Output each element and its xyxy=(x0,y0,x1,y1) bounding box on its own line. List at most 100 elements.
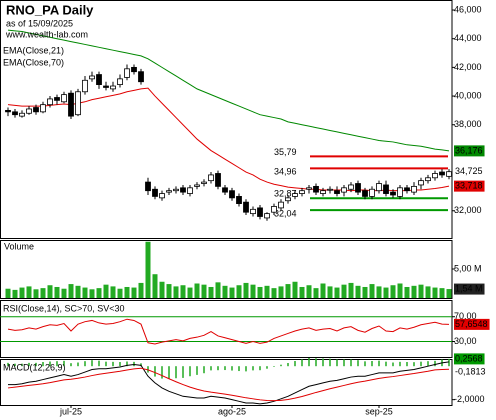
volume-bar xyxy=(404,286,410,298)
pane-frame xyxy=(0,300,453,358)
last-value-box xyxy=(454,145,485,157)
candle-body xyxy=(390,191,396,196)
volume-bar xyxy=(54,286,60,298)
histogram-bar xyxy=(203,366,205,374)
level-label: 34,96 xyxy=(274,167,297,177)
ema-line xyxy=(7,29,450,152)
histogram-bar xyxy=(287,363,289,367)
histogram-bar xyxy=(112,361,114,367)
volume-bar xyxy=(89,289,95,298)
candle-body xyxy=(103,85,109,88)
volume-bar xyxy=(47,285,53,298)
histogram-bar xyxy=(154,366,156,377)
candle-body xyxy=(40,104,46,113)
candle-body xyxy=(404,187,410,192)
volume-bar xyxy=(446,289,452,298)
volume-bar xyxy=(33,289,39,298)
candle-body xyxy=(19,112,25,117)
histogram-bar xyxy=(336,359,338,367)
volume-bar xyxy=(208,286,214,298)
last-value-box xyxy=(454,283,485,295)
volume-bar xyxy=(362,286,368,298)
candle-body xyxy=(33,107,39,113)
volume-bar xyxy=(320,283,326,298)
candle-body xyxy=(180,187,186,193)
y-tick-label: 44,000 xyxy=(454,33,482,43)
histogram-bar xyxy=(231,366,233,371)
volume-bar xyxy=(313,288,319,298)
volume-bar xyxy=(229,287,235,298)
candle-body xyxy=(292,193,298,197)
histogram-bar xyxy=(266,366,268,369)
histogram-bar xyxy=(63,360,65,367)
candle-body xyxy=(82,79,88,93)
candle-body xyxy=(250,208,256,215)
macd-line xyxy=(8,361,450,405)
candle-body xyxy=(334,190,340,194)
volume-bar xyxy=(26,286,32,298)
candle-body xyxy=(75,91,81,116)
candle-body xyxy=(285,197,291,202)
candle-body xyxy=(159,193,165,199)
chart-title: RNO_PA Daily xyxy=(6,2,94,17)
candle-body xyxy=(201,181,207,184)
histogram-bar xyxy=(273,366,275,367)
candle-body xyxy=(110,85,116,90)
volume-bar xyxy=(243,282,249,298)
y-tick-label: 46,000 xyxy=(454,4,482,14)
candle-body xyxy=(257,207,263,217)
histogram-bar xyxy=(322,358,324,367)
candle-body xyxy=(264,213,270,219)
histogram-bar xyxy=(259,366,261,371)
histogram-bar xyxy=(105,361,107,367)
volume-bar xyxy=(432,287,438,298)
histogram-bar xyxy=(294,361,296,367)
candle-body xyxy=(12,111,18,116)
x-tick-label: sep-25 xyxy=(365,406,393,416)
histogram-bar xyxy=(427,361,429,367)
candle-body xyxy=(299,190,305,194)
volume-bar xyxy=(369,284,375,298)
histogram-bar xyxy=(245,366,247,372)
histogram-bar xyxy=(392,362,394,367)
rsi-line xyxy=(7,318,450,345)
macd-line xyxy=(7,367,450,402)
histogram-bar xyxy=(448,358,450,367)
histogram-bar xyxy=(7,362,9,367)
candle-body xyxy=(89,75,95,80)
candle-body xyxy=(236,196,242,204)
histogram-bar xyxy=(406,362,408,367)
candle-body xyxy=(131,66,137,73)
histogram-bar xyxy=(182,366,184,378)
histogram-bar xyxy=(308,357,310,367)
volume-bar xyxy=(159,281,165,298)
histogram-bar xyxy=(175,366,177,379)
histogram-bar xyxy=(119,362,121,367)
last-value-label: 34,725 xyxy=(455,166,483,176)
histogram-bar xyxy=(371,361,373,367)
volume-bar xyxy=(348,282,354,298)
volume-bar xyxy=(75,285,81,298)
pane-title: MACD(12,26,9) xyxy=(3,362,66,372)
histogram-bar xyxy=(315,358,317,367)
volume-bar xyxy=(222,285,228,298)
last-value-box xyxy=(454,180,485,192)
volume-bar xyxy=(131,287,137,298)
source: www.wealth-lab.com xyxy=(5,29,88,39)
volume-bar xyxy=(110,286,116,298)
pane-frame xyxy=(0,0,453,239)
y-tick-label: 30,00 xyxy=(454,336,477,346)
candle-body xyxy=(278,201,284,209)
volume-bar xyxy=(152,274,158,298)
volume-bar xyxy=(327,286,333,298)
candle-body xyxy=(47,98,53,106)
histogram-bar xyxy=(35,362,37,367)
histogram-bar xyxy=(168,366,170,379)
legend-entry: EMA(Close,70) xyxy=(3,57,64,67)
candle-body xyxy=(187,187,193,194)
volume-bar xyxy=(68,284,74,298)
histogram-bar xyxy=(364,361,366,367)
histogram-bar xyxy=(21,363,23,367)
